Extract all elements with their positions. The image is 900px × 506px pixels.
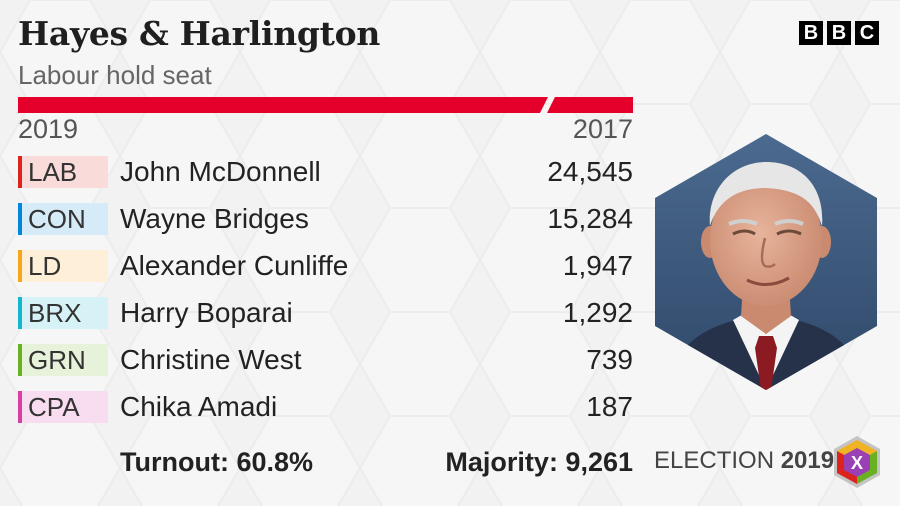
constituency-title: Hayes & Harlington [18,14,381,53]
logo-letter: C [855,21,879,45]
candidate-name: Chika Amadi [120,391,278,422]
result-row: BRX Harry Boparai 1,292 [18,291,633,338]
result-row: CON Wayne Bridges 15,284 [18,197,633,244]
logo-letter: B [827,21,851,45]
party-badge: LD [18,250,108,282]
party-color-stripe [18,156,22,188]
result-row: LAB John McDonnell 24,545 [18,150,633,197]
election-word: ELECTION [654,447,775,474]
party-badge: GRN [18,344,108,376]
vote-count: 24,545 [547,156,633,187]
vote-count: 1,947 [562,250,633,281]
candidate-name: Christine West [120,344,302,375]
party-abbreviation: BRX [28,298,82,328]
vote-count: 739 [586,344,633,375]
year-label-2019: 2019 [18,114,79,144]
majority-summary: Majority: 9,261 [445,447,633,477]
party-abbreviation: CPA [28,392,80,422]
vote-count: 187 [586,391,633,422]
bbc-logo: B B C [799,21,879,45]
party-color-stripe [18,391,22,423]
party-badge: CPA [18,391,108,423]
vote-count: 15,284 [547,203,633,234]
seat-change-bar [18,97,633,113]
candidate-name: John McDonnell [120,156,321,187]
logo-letter: B [799,21,823,45]
turnout-summary: Turnout: 60.8% [120,447,314,477]
party-badge: CON [18,203,108,235]
candidate-photo [655,134,877,390]
election-cross-logo-icon: X [834,436,880,488]
results-list: LAB John McDonnell 24,545 CON Wayne Brid… [18,150,633,432]
party-badge: LAB [18,156,108,188]
result-row: LD Alexander Cunliffe 1,947 [18,244,633,291]
logo-mark: X [851,453,863,473]
candidate-name: Harry Boparai [120,297,293,328]
party-abbreviation: CON [28,204,86,234]
candidate-name: Wayne Bridges [120,203,309,234]
vote-count: 1,292 [562,297,633,328]
party-color-stripe [18,344,22,376]
result-subtitle: Labour hold seat [18,60,212,90]
party-color-stripe [18,297,22,329]
party-color-stripe [18,250,22,282]
election-year: 2019 [780,447,835,474]
party-badge: BRX [18,297,108,329]
year-label-2017: 2017 [572,114,633,144]
party-color-stripe [18,203,22,235]
party-abbreviation: GRN [28,345,86,375]
candidate-name: Alexander Cunliffe [120,250,349,281]
election-branding: ELECTION 2019 [654,447,834,475]
party-abbreviation: LD [28,251,62,281]
result-row: GRN Christine West 739 [18,338,633,385]
result-row: CPA Chika Amadi 187 [18,385,633,432]
party-abbreviation: LAB [28,157,78,187]
